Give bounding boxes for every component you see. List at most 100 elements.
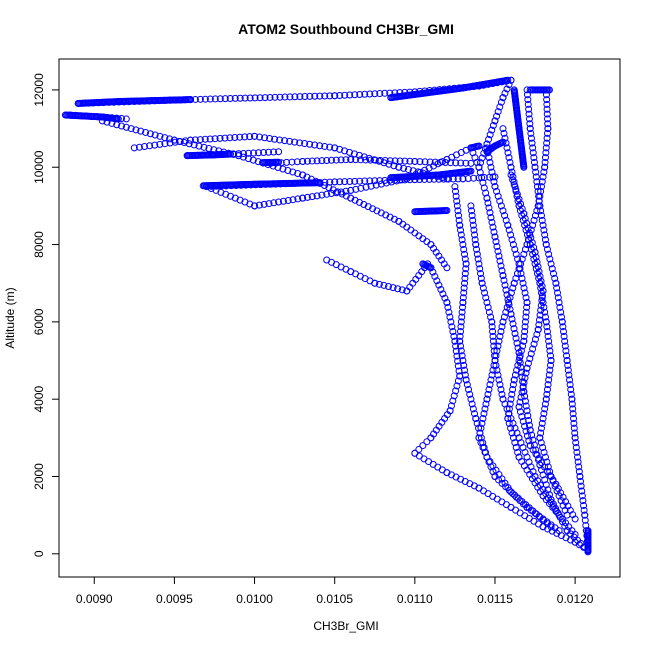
data-point [508, 236, 516, 244]
data-point [495, 337, 503, 345]
data-point [520, 337, 528, 345]
data-point [431, 158, 439, 166]
data-point [498, 475, 506, 483]
data-point [518, 205, 526, 213]
data-point [336, 178, 344, 186]
data-point [544, 120, 552, 128]
data-point [483, 299, 491, 307]
data-point [522, 313, 530, 321]
data-point [490, 228, 498, 236]
data-point [494, 192, 502, 200]
data-point [461, 366, 469, 374]
data-point [474, 255, 482, 263]
data-point [500, 129, 508, 137]
data-point [541, 231, 549, 239]
data-point [526, 426, 534, 434]
data-point [487, 376, 495, 384]
data-point [342, 156, 350, 164]
data-point [227, 192, 235, 200]
data-point [406, 157, 414, 165]
data-point [289, 168, 297, 176]
data-point [515, 260, 523, 268]
data-point [545, 491, 553, 499]
data-point [480, 184, 488, 192]
data-point [485, 204, 493, 212]
data-point [508, 168, 516, 176]
data-point [570, 415, 578, 423]
data-point [462, 376, 470, 384]
data-point [566, 381, 574, 389]
data-point [520, 163, 528, 171]
data-point [419, 442, 427, 450]
data-point [472, 415, 480, 423]
data-point [545, 86, 553, 94]
data-point [545, 342, 553, 350]
data-point [166, 135, 174, 143]
data-point [510, 325, 518, 333]
data-point [377, 180, 385, 188]
data-point [534, 187, 542, 195]
data-point [526, 125, 534, 133]
data-point [517, 347, 525, 355]
data-point [493, 242, 501, 250]
data-point [572, 439, 580, 447]
data-point [500, 276, 508, 284]
data-point [347, 156, 355, 164]
data-point [411, 157, 419, 165]
data-point [489, 328, 497, 336]
data-point [472, 241, 480, 249]
data-point [355, 151, 363, 159]
data-point [468, 400, 476, 408]
data-point [505, 419, 513, 427]
data-point [381, 176, 389, 184]
data-point [511, 245, 519, 253]
data-point [437, 285, 445, 293]
data-point [455, 212, 463, 220]
data-point [485, 135, 493, 143]
data-point [499, 94, 507, 102]
data-point [391, 157, 399, 165]
data-point [452, 342, 460, 350]
data-point [531, 163, 539, 171]
data-point [459, 299, 467, 307]
data-point [530, 158, 538, 166]
data-point [331, 144, 339, 152]
data-point [415, 445, 423, 453]
data-point [303, 193, 311, 201]
data-point [355, 198, 363, 206]
data-point [241, 94, 249, 102]
data-point [404, 166, 412, 174]
data-point [513, 190, 521, 198]
data-point [541, 154, 549, 162]
data-point [461, 274, 469, 282]
data-point [521, 289, 529, 297]
data-point [519, 342, 527, 350]
data-point [475, 174, 483, 182]
data-point [216, 134, 224, 142]
data-point [311, 141, 319, 149]
data-point [377, 209, 385, 217]
data-point [496, 197, 504, 205]
data-point [541, 236, 549, 244]
data-point [356, 177, 364, 185]
data-point [255, 149, 263, 157]
data-point [506, 400, 514, 408]
data-point [380, 281, 388, 289]
data-point [538, 178, 546, 186]
data-point [547, 260, 555, 268]
data-point [462, 265, 470, 273]
data-point [482, 400, 490, 408]
data-point [565, 523, 573, 531]
data-point [524, 100, 532, 108]
data-point [480, 410, 488, 418]
data-point [222, 190, 230, 198]
data-point [529, 144, 537, 152]
data-point [538, 419, 546, 427]
y-tick-label: 0 [32, 550, 46, 557]
data-point [494, 371, 502, 379]
data-point [386, 213, 394, 221]
data-point [226, 95, 234, 103]
data-point [467, 167, 475, 175]
data-point [235, 152, 243, 160]
data-point [356, 91, 364, 99]
